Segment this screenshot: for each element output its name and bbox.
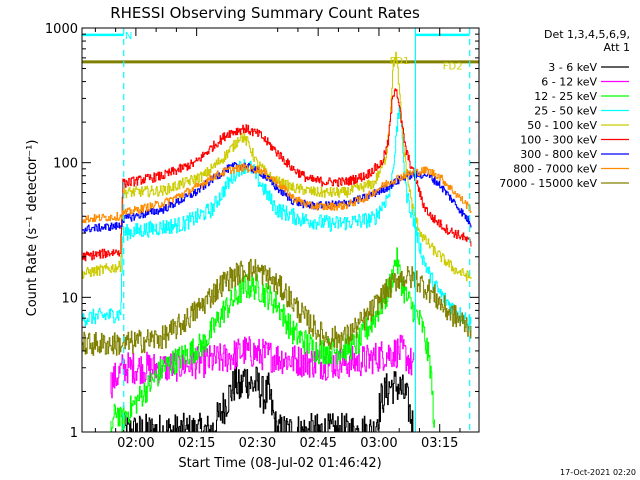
legend-subheader: Att 1 xyxy=(604,41,630,54)
x-tick-label: 02:00 xyxy=(117,436,154,451)
legend-entry-label: 3 - 6 keV xyxy=(548,61,597,74)
legend-entry-label: 7000 - 15000 keV xyxy=(499,177,597,190)
legend-header: Det 1,3,4,5,6,9, xyxy=(544,28,630,41)
series-line xyxy=(82,258,472,356)
x-tick-label: 03:15 xyxy=(421,436,458,451)
y-tick-label: 1 xyxy=(70,426,78,441)
y-axis-label: Count Rate (s⁻¹ detector⁻¹) xyxy=(25,140,40,317)
plot-series xyxy=(82,51,472,433)
y-tick-label: 100 xyxy=(53,157,78,172)
footer-timestamp: 17-Oct-2021 02:20 xyxy=(560,468,636,477)
plot-frame xyxy=(81,27,480,433)
x-tick-label: 02:15 xyxy=(178,436,215,451)
legend-entry-label: 50 - 100 keV xyxy=(527,119,597,132)
plot-markers xyxy=(123,28,471,432)
series-line xyxy=(82,105,472,329)
y-tick-label: 10 xyxy=(61,291,78,306)
plot-lines xyxy=(82,33,479,64)
legend-entry-label: 12 - 25 keV xyxy=(534,90,597,103)
annotation-label: FD2 xyxy=(443,62,463,73)
x-tick-label: 03:00 xyxy=(360,436,397,451)
annotation-label: N xyxy=(125,31,132,42)
plot-annotations: N FD1 FD2 xyxy=(125,31,463,73)
x-axis-label: Start Time (08-Jul-02 01:46:42) xyxy=(178,456,381,471)
y-axis: 1 10 100 1000 xyxy=(45,22,479,441)
series-line xyxy=(110,334,415,399)
chart-title: RHESSI Observing Summary Count Rates xyxy=(110,4,420,22)
legend-entry-label: 300 - 800 keV xyxy=(520,148,597,161)
x-axis: 02:00 02:15 02:30 02:45 03:00 03:15 xyxy=(94,28,461,451)
series-line xyxy=(82,51,472,282)
series-line xyxy=(82,163,472,224)
annotation-label: FD1 xyxy=(390,56,410,67)
x-tick-label: 02:30 xyxy=(239,436,276,451)
legend-entry-label: 100 - 300 keV xyxy=(520,134,597,147)
y-tick-label: 1000 xyxy=(45,22,78,37)
series-line xyxy=(82,88,472,262)
legend-entry-label: 6 - 12 keV xyxy=(541,76,597,89)
legend-entry-label: 25 - 50 keV xyxy=(534,105,597,118)
legend: Det 1,3,4,5,6,9, Att 1 3 - 6 keV 6 - 12 k… xyxy=(499,28,630,190)
x-tick-label: 02:45 xyxy=(299,436,336,451)
legend-entry-label: 800 - 7000 keV xyxy=(513,163,597,176)
